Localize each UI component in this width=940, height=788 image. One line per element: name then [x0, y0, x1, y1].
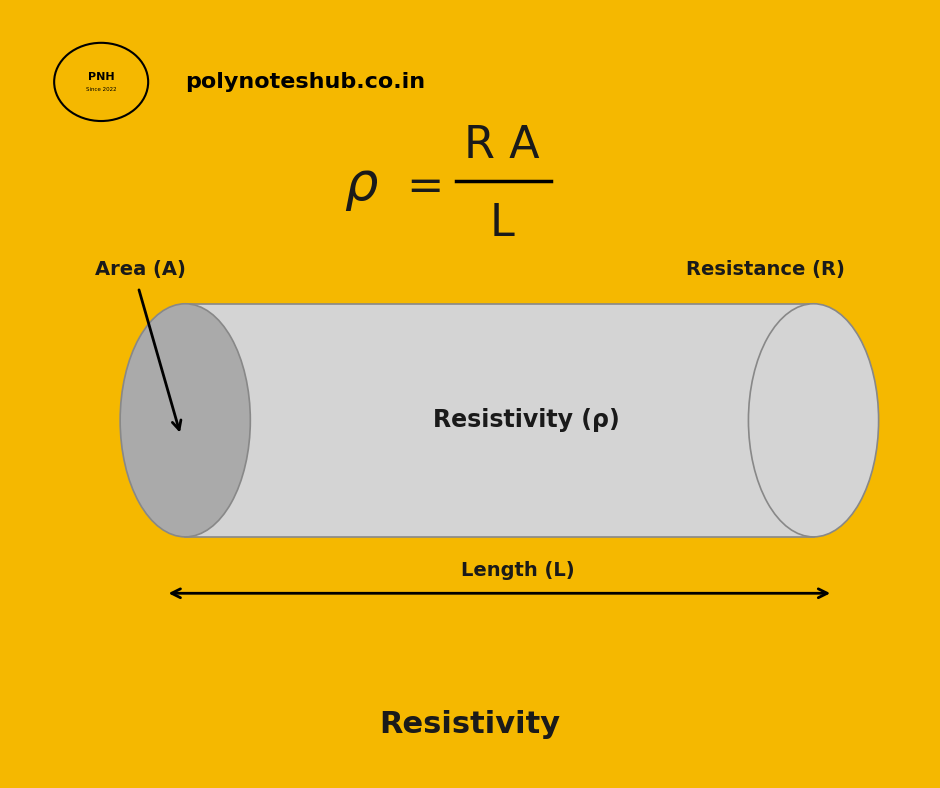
Text: Area (A): Area (A)	[95, 260, 186, 280]
Text: $\rho$: $\rho$	[344, 162, 379, 213]
Ellipse shape	[120, 303, 250, 537]
Text: Resistivity: Resistivity	[380, 710, 560, 739]
Text: =: =	[406, 165, 444, 209]
Bar	[185, 303, 813, 537]
Circle shape	[55, 43, 149, 121]
Ellipse shape	[748, 303, 879, 537]
Text: polynoteshub.co.in: polynoteshub.co.in	[185, 72, 426, 92]
Text: Resistivity (ρ): Resistivity (ρ)	[433, 408, 619, 433]
Text: PNH: PNH	[87, 72, 115, 82]
Text: Since 2022: Since 2022	[86, 87, 117, 92]
Text: Length (L): Length (L)	[461, 561, 574, 580]
Text: R A: R A	[463, 125, 540, 167]
Text: L: L	[489, 202, 514, 245]
Text: Resistance (R): Resistance (R)	[686, 260, 845, 280]
